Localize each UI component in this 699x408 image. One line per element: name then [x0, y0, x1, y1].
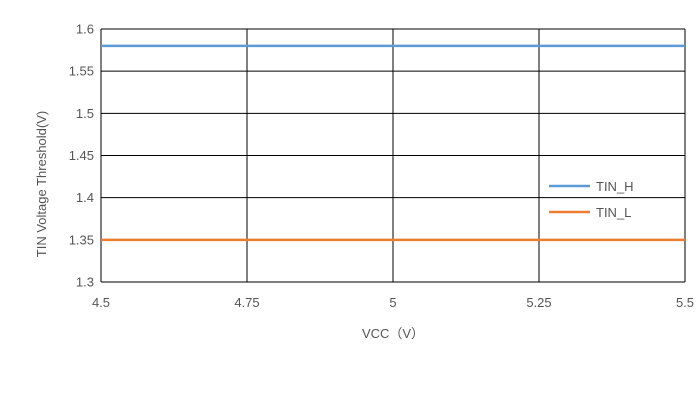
y-tick-label: 1.35: [69, 232, 94, 247]
series-group: [101, 44, 685, 242]
x-tick-label: 5: [389, 295, 396, 310]
legend-label: TIN_H: [596, 179, 634, 194]
y-tick-label: 1.3: [76, 275, 94, 290]
legend-label: TIN_L: [596, 205, 631, 220]
y-tick-label: 1.4: [76, 190, 94, 205]
y-axis-ticks: 1.3 1.35 1.4 1.45 1.5 1.55 1.6: [69, 22, 94, 290]
y-tick-label: 1.55: [69, 64, 94, 79]
y-tick-label: 1.6: [76, 22, 94, 37]
y-axis-title: TIN Voltage Threshold(V): [34, 111, 49, 257]
legend-entry-bg: [545, 176, 645, 196]
legend: TIN_H TIN_L: [545, 176, 645, 222]
y-tick-label: 1.5: [76, 106, 94, 121]
x-tick-label: 5.25: [526, 295, 551, 310]
x-tick-label: 4.75: [234, 295, 259, 310]
y-tick-label: 1.45: [69, 148, 94, 163]
x-axis-ticks: 4.5 4.75 5 5.25 5.5: [92, 295, 694, 310]
x-tick-label: 4.5: [92, 295, 110, 310]
x-axis-title: VCC（V）: [362, 326, 424, 341]
x-tick-label: 5.5: [676, 295, 694, 310]
legend-entry-bg: [545, 202, 645, 222]
